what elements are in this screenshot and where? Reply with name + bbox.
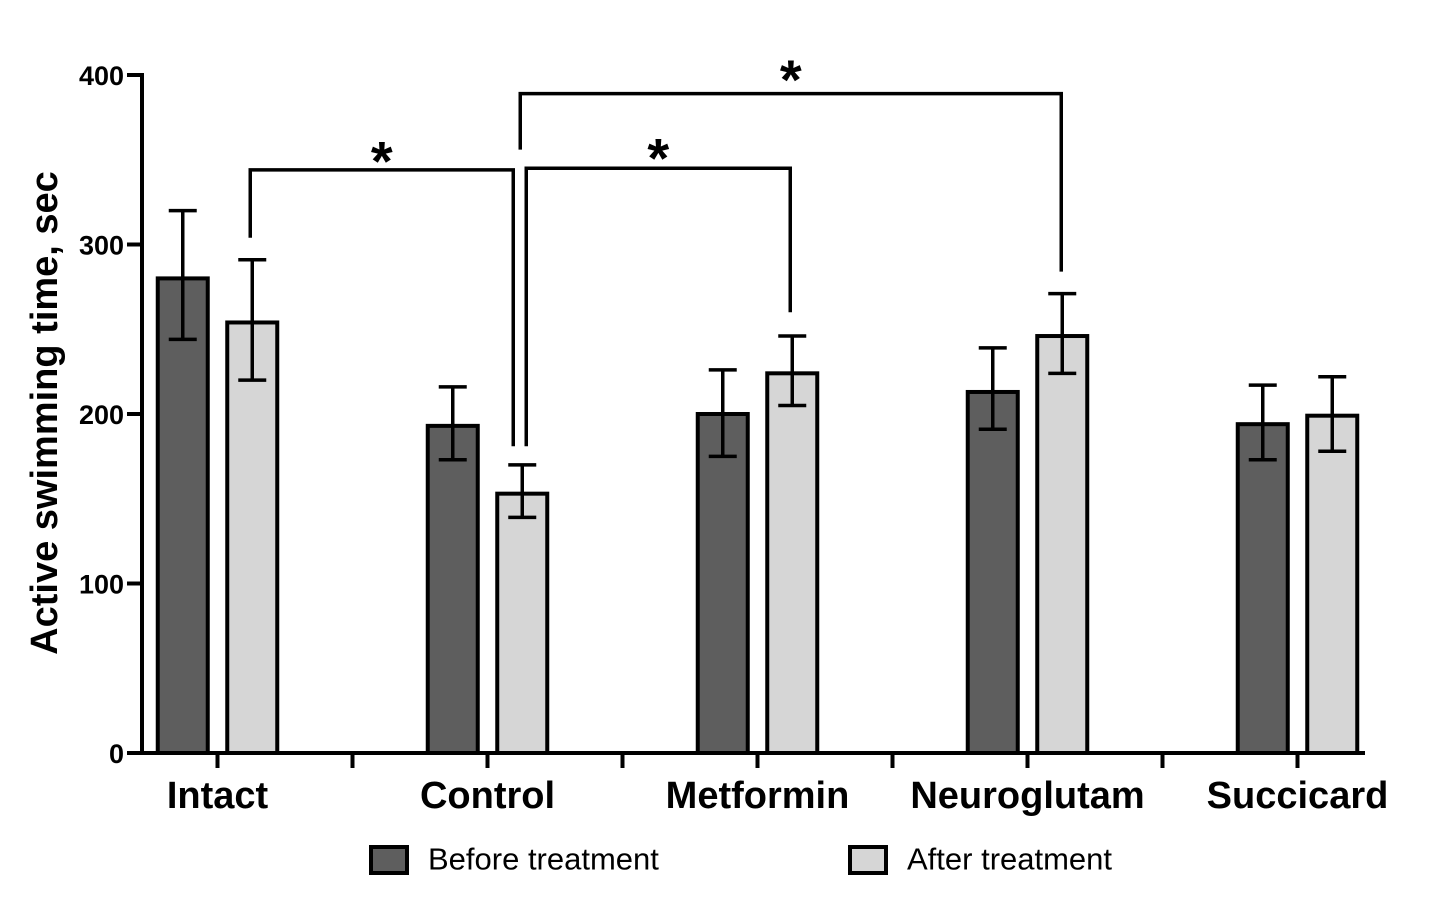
legend-label-after: After treatment [907,842,1112,877]
significance-bracket-1 [248,168,515,447]
bar-control-before [425,423,480,755]
category-label-control: Control [420,775,555,817]
bar-intact-before [155,276,210,755]
error-bar-neuroglutam-before [978,346,1007,432]
category-label-intact: Intact [167,775,269,817]
legend-label-before: Before treatment [428,842,659,877]
error-bar-intact-after [238,258,267,382]
error-bar-neuroglutam-after [1048,291,1077,376]
bar-metformin-before [695,412,750,755]
bar-intact-after [225,320,280,755]
significance-asterisk-3: * [780,48,802,111]
error-bar-intact-before [168,208,197,342]
bar-neuroglutam-after [1035,334,1090,755]
significance-asterisk-1: * [371,129,393,192]
y-tick-label-300: 300 [79,231,124,261]
category-label-neuroglutam: Neuroglutam [910,775,1144,817]
y-tick-label-200: 200 [79,400,124,430]
error-bar-succicard-before [1248,383,1277,462]
bar-neuroglutam-before [965,389,1020,755]
legend-swatch-before [369,845,409,875]
y-axis-title: Active swimming time, sec [24,171,66,655]
bar-succicard-after [1305,413,1360,755]
y-tick-label-0: 0 [109,739,124,769]
error-bar-metformin-before [708,368,737,459]
category-label-succicard: Succicard [1207,775,1389,817]
error-bar-succicard-after [1318,374,1347,454]
bar-metformin-after [765,371,820,755]
y-tick-label-400: 400 [79,61,124,91]
significance-bracket-3 [518,91,1063,272]
bar-control-after [495,491,550,755]
error-bar-metformin-after [778,334,807,408]
significance-bracket-2 [524,166,792,447]
error-bar-control-before [438,385,467,462]
significance-asterisk-2: * [647,127,669,190]
legend-swatch-after [848,845,888,875]
y-tick-label-100: 100 [79,570,124,600]
bar-succicard-before [1235,422,1290,755]
error-bar-control-after [508,463,537,520]
category-label-metformin: Metformin [666,775,850,817]
